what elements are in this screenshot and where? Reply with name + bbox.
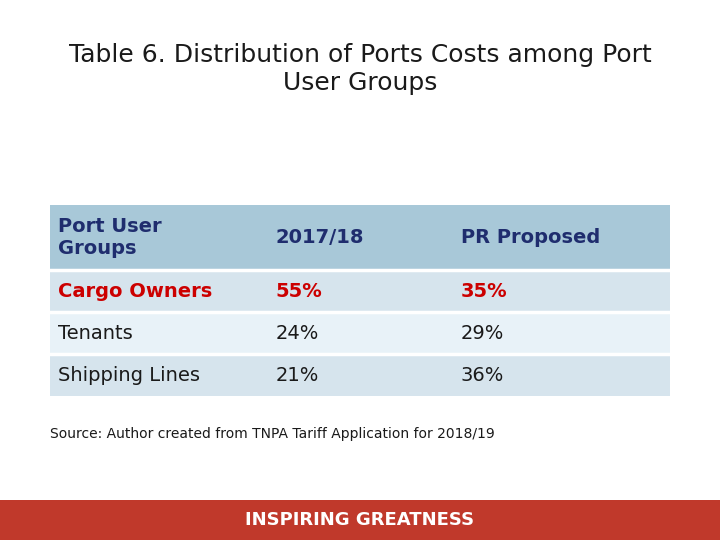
FancyBboxPatch shape — [50, 270, 267, 312]
FancyBboxPatch shape — [453, 270, 670, 312]
Text: 21%: 21% — [275, 366, 318, 385]
Text: INSPIRING GREATNESS: INSPIRING GREATNESS — [246, 511, 474, 529]
FancyBboxPatch shape — [453, 205, 670, 270]
Text: Port User
Groups: Port User Groups — [58, 217, 162, 258]
FancyBboxPatch shape — [453, 312, 670, 354]
FancyBboxPatch shape — [50, 312, 267, 354]
FancyBboxPatch shape — [267, 205, 453, 270]
Text: Cargo Owners: Cargo Owners — [58, 281, 212, 301]
FancyBboxPatch shape — [267, 270, 453, 312]
Text: 55%: 55% — [275, 281, 322, 301]
FancyBboxPatch shape — [453, 354, 670, 396]
Text: 29%: 29% — [461, 323, 504, 343]
Text: Tenants: Tenants — [58, 323, 133, 343]
Text: Table 6. Distribution of Ports Costs among Port
User Groups: Table 6. Distribution of Ports Costs amo… — [68, 43, 652, 95]
FancyBboxPatch shape — [267, 354, 453, 396]
Text: 2017/18: 2017/18 — [275, 228, 364, 247]
FancyBboxPatch shape — [50, 205, 267, 270]
Text: 24%: 24% — [275, 323, 318, 343]
Text: Source: Author created from TNPA Tariff Application for 2018/19: Source: Author created from TNPA Tariff … — [50, 427, 495, 441]
Text: Shipping Lines: Shipping Lines — [58, 366, 200, 385]
Text: 36%: 36% — [461, 366, 504, 385]
FancyBboxPatch shape — [0, 500, 720, 540]
FancyBboxPatch shape — [267, 312, 453, 354]
FancyBboxPatch shape — [50, 354, 267, 396]
Text: PR Proposed: PR Proposed — [461, 228, 600, 247]
Text: 35%: 35% — [461, 281, 508, 301]
